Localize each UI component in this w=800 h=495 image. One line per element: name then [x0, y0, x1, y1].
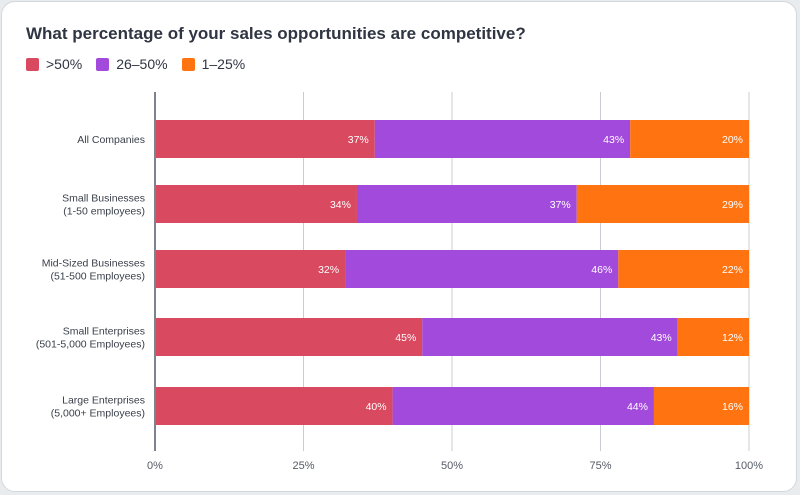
legend-label-26-50: 26–50%	[116, 56, 168, 72]
bar-segment	[630, 120, 749, 158]
bar-value-label: 32%	[318, 264, 339, 276]
category-label: Small Businesses	[62, 193, 145, 205]
bar-segment	[677, 318, 749, 356]
bar-value-label: 44%	[627, 401, 648, 413]
legend-item-1-25: 1–25%	[181, 56, 246, 72]
bar-segment	[155, 250, 346, 288]
bar-value-label: 37%	[550, 199, 571, 211]
x-tick-label: 25%	[292, 460, 314, 472]
bar-segment	[356, 185, 577, 223]
bar-value-label: 43%	[603, 134, 624, 146]
bar-value-label: 34%	[330, 199, 351, 211]
bar-segment	[422, 318, 678, 356]
bar-segment	[155, 387, 393, 425]
bar-segment	[155, 185, 357, 223]
legend-swatch-26-50	[96, 57, 110, 71]
bar-segment	[345, 250, 619, 288]
bar-segment	[155, 318, 423, 356]
bar-value-label: 37%	[348, 134, 369, 146]
bar-value-label: 43%	[651, 332, 672, 344]
bar-value-label: 16%	[722, 401, 743, 413]
x-tick-label: 50%	[441, 460, 463, 472]
category-label: (501-5,000 Employees)	[36, 339, 145, 351]
bar-value-label: 40%	[366, 401, 387, 413]
x-tick-label: 75%	[589, 460, 611, 472]
bar-segment	[576, 185, 749, 223]
chart-legend: >50% 26–50% 1–25%	[26, 56, 259, 72]
legend-label-1-25: 1–25%	[201, 56, 246, 72]
bar-value-label: 46%	[591, 264, 612, 276]
chart-title: What percentage of your sales opportunit…	[26, 24, 526, 43]
legend-swatch-over-50	[26, 57, 39, 71]
category-label: (5,000+ Employees)	[51, 408, 145, 420]
bar-segment	[618, 250, 749, 288]
category-label: (1-50 employees)	[63, 206, 145, 218]
x-tick-label: 100%	[735, 460, 763, 472]
bar-value-label: 20%	[722, 134, 743, 146]
legend-swatch-1-25	[181, 57, 195, 71]
legend-label-over-50: >50%	[46, 56, 83, 72]
bar-value-label: 22%	[722, 264, 743, 276]
category-label: All Companies	[77, 134, 145, 146]
legend-item-over-50: >50%	[26, 56, 82, 72]
bar-segment	[155, 120, 375, 158]
category-label: (51-500 Employees)	[50, 271, 145, 283]
bar-value-label: 45%	[395, 332, 416, 344]
bar-value-label: 12%	[722, 332, 743, 344]
bar-value-label: 29%	[722, 199, 743, 211]
bar-segment	[374, 120, 631, 158]
x-tick-label: 0%	[147, 460, 163, 472]
category-label: Small Enterprises	[63, 326, 145, 338]
bar-segment	[653, 387, 749, 425]
bar-segment	[392, 387, 654, 425]
category-label: Large Enterprises	[62, 395, 145, 407]
legend-item-26-50: 26–50%	[96, 56, 168, 72]
category-label: Mid-Sized Businesses	[42, 258, 145, 270]
